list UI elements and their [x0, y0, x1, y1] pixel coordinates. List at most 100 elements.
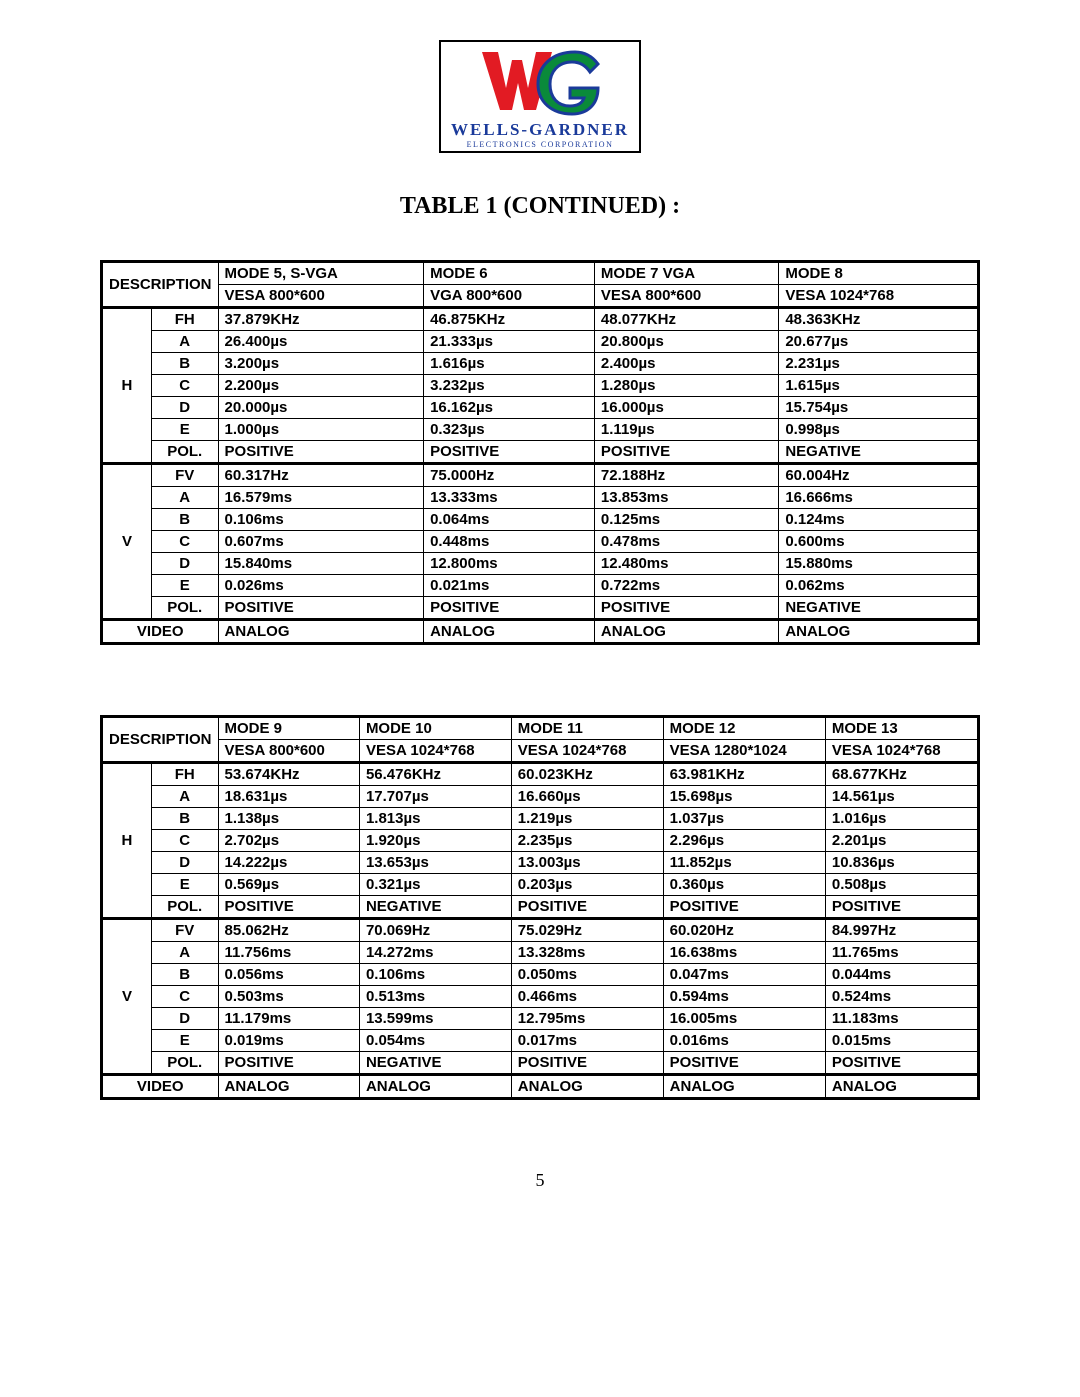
table-cell: 3.200µs [218, 353, 424, 375]
table-cell: 15.754µs [779, 397, 979, 419]
param-label: POL. [151, 896, 218, 919]
table-cell: 0.203µs [511, 874, 663, 896]
header-mode: MODE 12 [663, 717, 825, 740]
table-cell: 0.019ms [218, 1030, 359, 1052]
table-cell: NEGATIVE [779, 441, 979, 464]
table-cell: 1.219µs [511, 808, 663, 830]
table-cell: 0.323µs [424, 419, 595, 441]
table-cell: 16.666ms [779, 487, 979, 509]
table-cell: 16.579ms [218, 487, 424, 509]
table-cell: 11.183ms [825, 1008, 978, 1030]
table-cell: POSITIVE [594, 597, 778, 620]
table-cell: POSITIVE [825, 1052, 978, 1075]
param-label: D [151, 1008, 218, 1030]
table-cell: 0.600ms [779, 531, 979, 553]
param-label: POL. [151, 441, 218, 464]
section-h-label: H [102, 308, 152, 464]
table-cell: 0.478ms [594, 531, 778, 553]
table-cell: 60.023KHz [511, 763, 663, 786]
wg-logo-icon [480, 48, 600, 118]
table-cell: 2.702µs [218, 830, 359, 852]
table-cell: ANALOG [825, 1075, 978, 1099]
param-label: FH [151, 308, 218, 331]
logo-box: WELLS-GARDNER ELECTRONICS CORPORATION [439, 40, 641, 153]
table-cell: 11.765ms [825, 942, 978, 964]
header-mode: MODE 6 [424, 262, 595, 285]
header-mode: MODE 7 VGA [594, 262, 778, 285]
param-label: A [151, 786, 218, 808]
table-cell: 0.125ms [594, 509, 778, 531]
table-cell: 75.029Hz [511, 919, 663, 942]
video-label: VIDEO [102, 1075, 219, 1099]
table-cell: NEGATIVE [359, 896, 511, 919]
param-label: C [151, 531, 218, 553]
param-label: C [151, 375, 218, 397]
table-cell: 60.004Hz [779, 464, 979, 487]
table-cell: 11.852µs [663, 852, 825, 874]
page: WELLS-GARDNER ELECTRONICS CORPORATION TA… [0, 0, 1080, 1231]
header-resolution: VESA 800*600 [218, 285, 424, 308]
table-cell: 0.513ms [359, 986, 511, 1008]
header-resolution: VGA 800*600 [424, 285, 595, 308]
header-mode: MODE 5, S-VGA [218, 262, 424, 285]
page-title: TABLE 1 (CONTINUED) : [100, 193, 980, 220]
table-cell: 0.054ms [359, 1030, 511, 1052]
param-label: POL. [151, 1052, 218, 1075]
header-resolution: VESA 1280*1024 [663, 740, 825, 763]
table-cell: 0.050ms [511, 964, 663, 986]
table-cell: 16.660µs [511, 786, 663, 808]
table-cell: 0.106ms [359, 964, 511, 986]
header-resolution: VESA 1024*768 [359, 740, 511, 763]
table-cell: 60.020Hz [663, 919, 825, 942]
header-mode: MODE 10 [359, 717, 511, 740]
table-cell: 12.800ms [424, 553, 595, 575]
table-cell: POSITIVE [663, 1052, 825, 1075]
param-label: E [151, 1030, 218, 1052]
table-cell: 13.599ms [359, 1008, 511, 1030]
table-cell: 0.998µs [779, 419, 979, 441]
table-cell: 14.222µs [218, 852, 359, 874]
table-cell: 13.003µs [511, 852, 663, 874]
table-cell: 84.997Hz [825, 919, 978, 942]
table-cell: 0.569µs [218, 874, 359, 896]
table-cell: 1.616µs [424, 353, 595, 375]
table-cell: 11.179ms [218, 1008, 359, 1030]
table-cell: 20.677µs [779, 331, 979, 353]
table-cell: 75.000Hz [424, 464, 595, 487]
table-cell: 13.333ms [424, 487, 595, 509]
header-resolution: VESA 1024*768 [825, 740, 978, 763]
table-cell: POSITIVE [218, 597, 424, 620]
param-label: POL. [151, 597, 218, 620]
table-cell: 0.508µs [825, 874, 978, 896]
table-cell: 11.756ms [218, 942, 359, 964]
table-cell: ANALOG [663, 1075, 825, 1099]
table-cell: 37.879KHz [218, 308, 424, 331]
table-cell: 46.875KHz [424, 308, 595, 331]
table-cell: POSITIVE [825, 896, 978, 919]
table-cell: 53.674KHz [218, 763, 359, 786]
page-number: 5 [100, 1170, 980, 1191]
table-cell: ANALOG [359, 1075, 511, 1099]
table-cell: ANALOG [779, 620, 979, 644]
header-description: DESCRIPTION [102, 717, 219, 763]
section-v-label: V [102, 464, 152, 620]
table-cell: 56.476KHz [359, 763, 511, 786]
table-cell: 0.448ms [424, 531, 595, 553]
table-cell: 48.077KHz [594, 308, 778, 331]
table-cell: 0.722ms [594, 575, 778, 597]
table-cell: 0.466ms [511, 986, 663, 1008]
table-cell: 0.524ms [825, 986, 978, 1008]
param-label: E [151, 575, 218, 597]
table-cell: ANALOG [218, 620, 424, 644]
table-cell: 0.360µs [663, 874, 825, 896]
table-cell: 14.272ms [359, 942, 511, 964]
table-cell: 70.069Hz [359, 919, 511, 942]
table-cell: 0.017ms [511, 1030, 663, 1052]
section-v-label: V [102, 919, 152, 1075]
table-cell: NEGATIVE [359, 1052, 511, 1075]
param-label: B [151, 964, 218, 986]
table-cell: 0.321µs [359, 874, 511, 896]
table-cell: NEGATIVE [779, 597, 979, 620]
param-label: B [151, 808, 218, 830]
table-cell: 0.056ms [218, 964, 359, 986]
